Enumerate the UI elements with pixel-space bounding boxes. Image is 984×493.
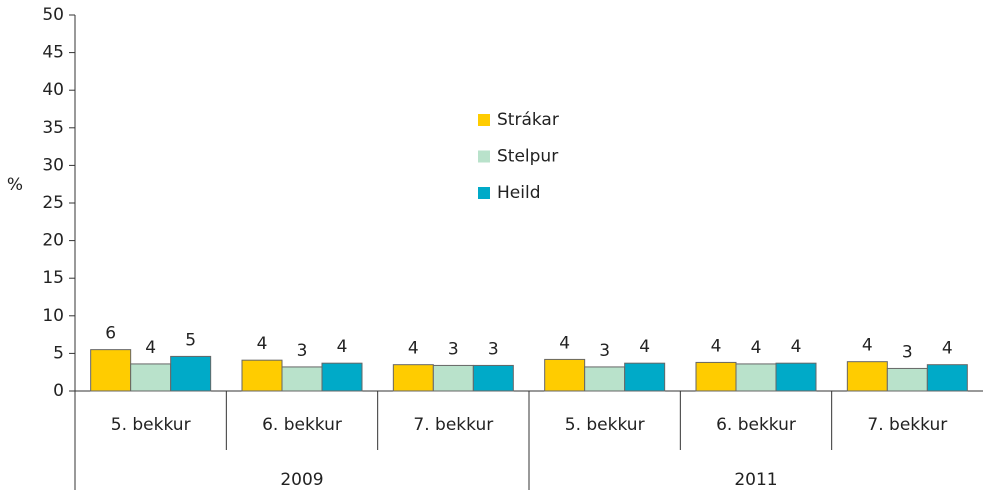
bar [775,362,817,392]
value-label: 4 [711,336,722,356]
y-tick-label: 20 [42,231,64,251]
y-tick-label: 5 [53,343,64,363]
y-tick-label: 50 [42,5,64,25]
value-label: 4 [791,337,802,357]
y-tick-label: 40 [42,80,64,100]
x-tick-label: 5. bekkur [111,415,191,435]
bar [846,361,888,392]
y-tick-label: 0 [53,381,64,401]
bar [695,361,737,392]
bar [544,358,586,392]
y-tick-label: 15 [42,268,64,288]
bar [130,363,172,392]
bar [624,362,666,392]
bar [170,355,212,392]
value-label: 4 [639,337,650,357]
bar [926,364,968,392]
bar [584,366,626,392]
legend-swatch [478,114,490,126]
value-label: 3 [297,341,308,361]
bar [90,349,132,392]
x-tick-label: 7. bekkur [413,415,493,435]
value-label: 3 [599,341,610,361]
value-label: 4 [145,338,156,358]
value-label: 3 [488,339,499,359]
value-label: 4 [862,336,873,356]
legend-label: Strákar [497,110,559,130]
x-tick-label: 6. bekkur [716,415,796,435]
value-label: 5 [185,330,196,350]
bar [281,366,323,392]
bar [241,359,283,392]
group-label: 2009 [280,470,323,490]
legend-label: Heild [497,183,540,203]
x-tick-label: 7. bekkur [867,415,947,435]
x-tick-label: 5. bekkur [565,415,645,435]
value-label: 4 [337,337,348,357]
y-tick-label: 10 [42,306,64,326]
value-label: 4 [408,339,419,359]
group-label: 2011 [734,470,777,490]
value-label: 3 [448,339,459,359]
y-axis-label: % [7,175,23,195]
y-tick-label: 25 [42,193,64,213]
value-label: 4 [257,334,268,354]
value-label: 6 [105,324,116,344]
value-label: 4 [751,338,762,358]
bar [432,364,474,392]
y-tick-label: 45 [42,43,64,63]
y-tick-label: 30 [42,155,64,175]
legend-swatch [478,150,490,163]
legend-swatch [478,187,490,199]
bar [886,367,928,392]
bar [472,364,514,392]
bar [392,364,434,392]
bar [735,363,777,392]
x-tick-label: 6. bekkur [262,415,342,435]
value-label: 3 [902,342,913,362]
value-label: 4 [559,333,570,353]
value-label: 4 [942,339,953,359]
y-tick-label: 35 [42,118,64,138]
legend-label: Stelpur [497,147,558,167]
bar [321,362,363,392]
